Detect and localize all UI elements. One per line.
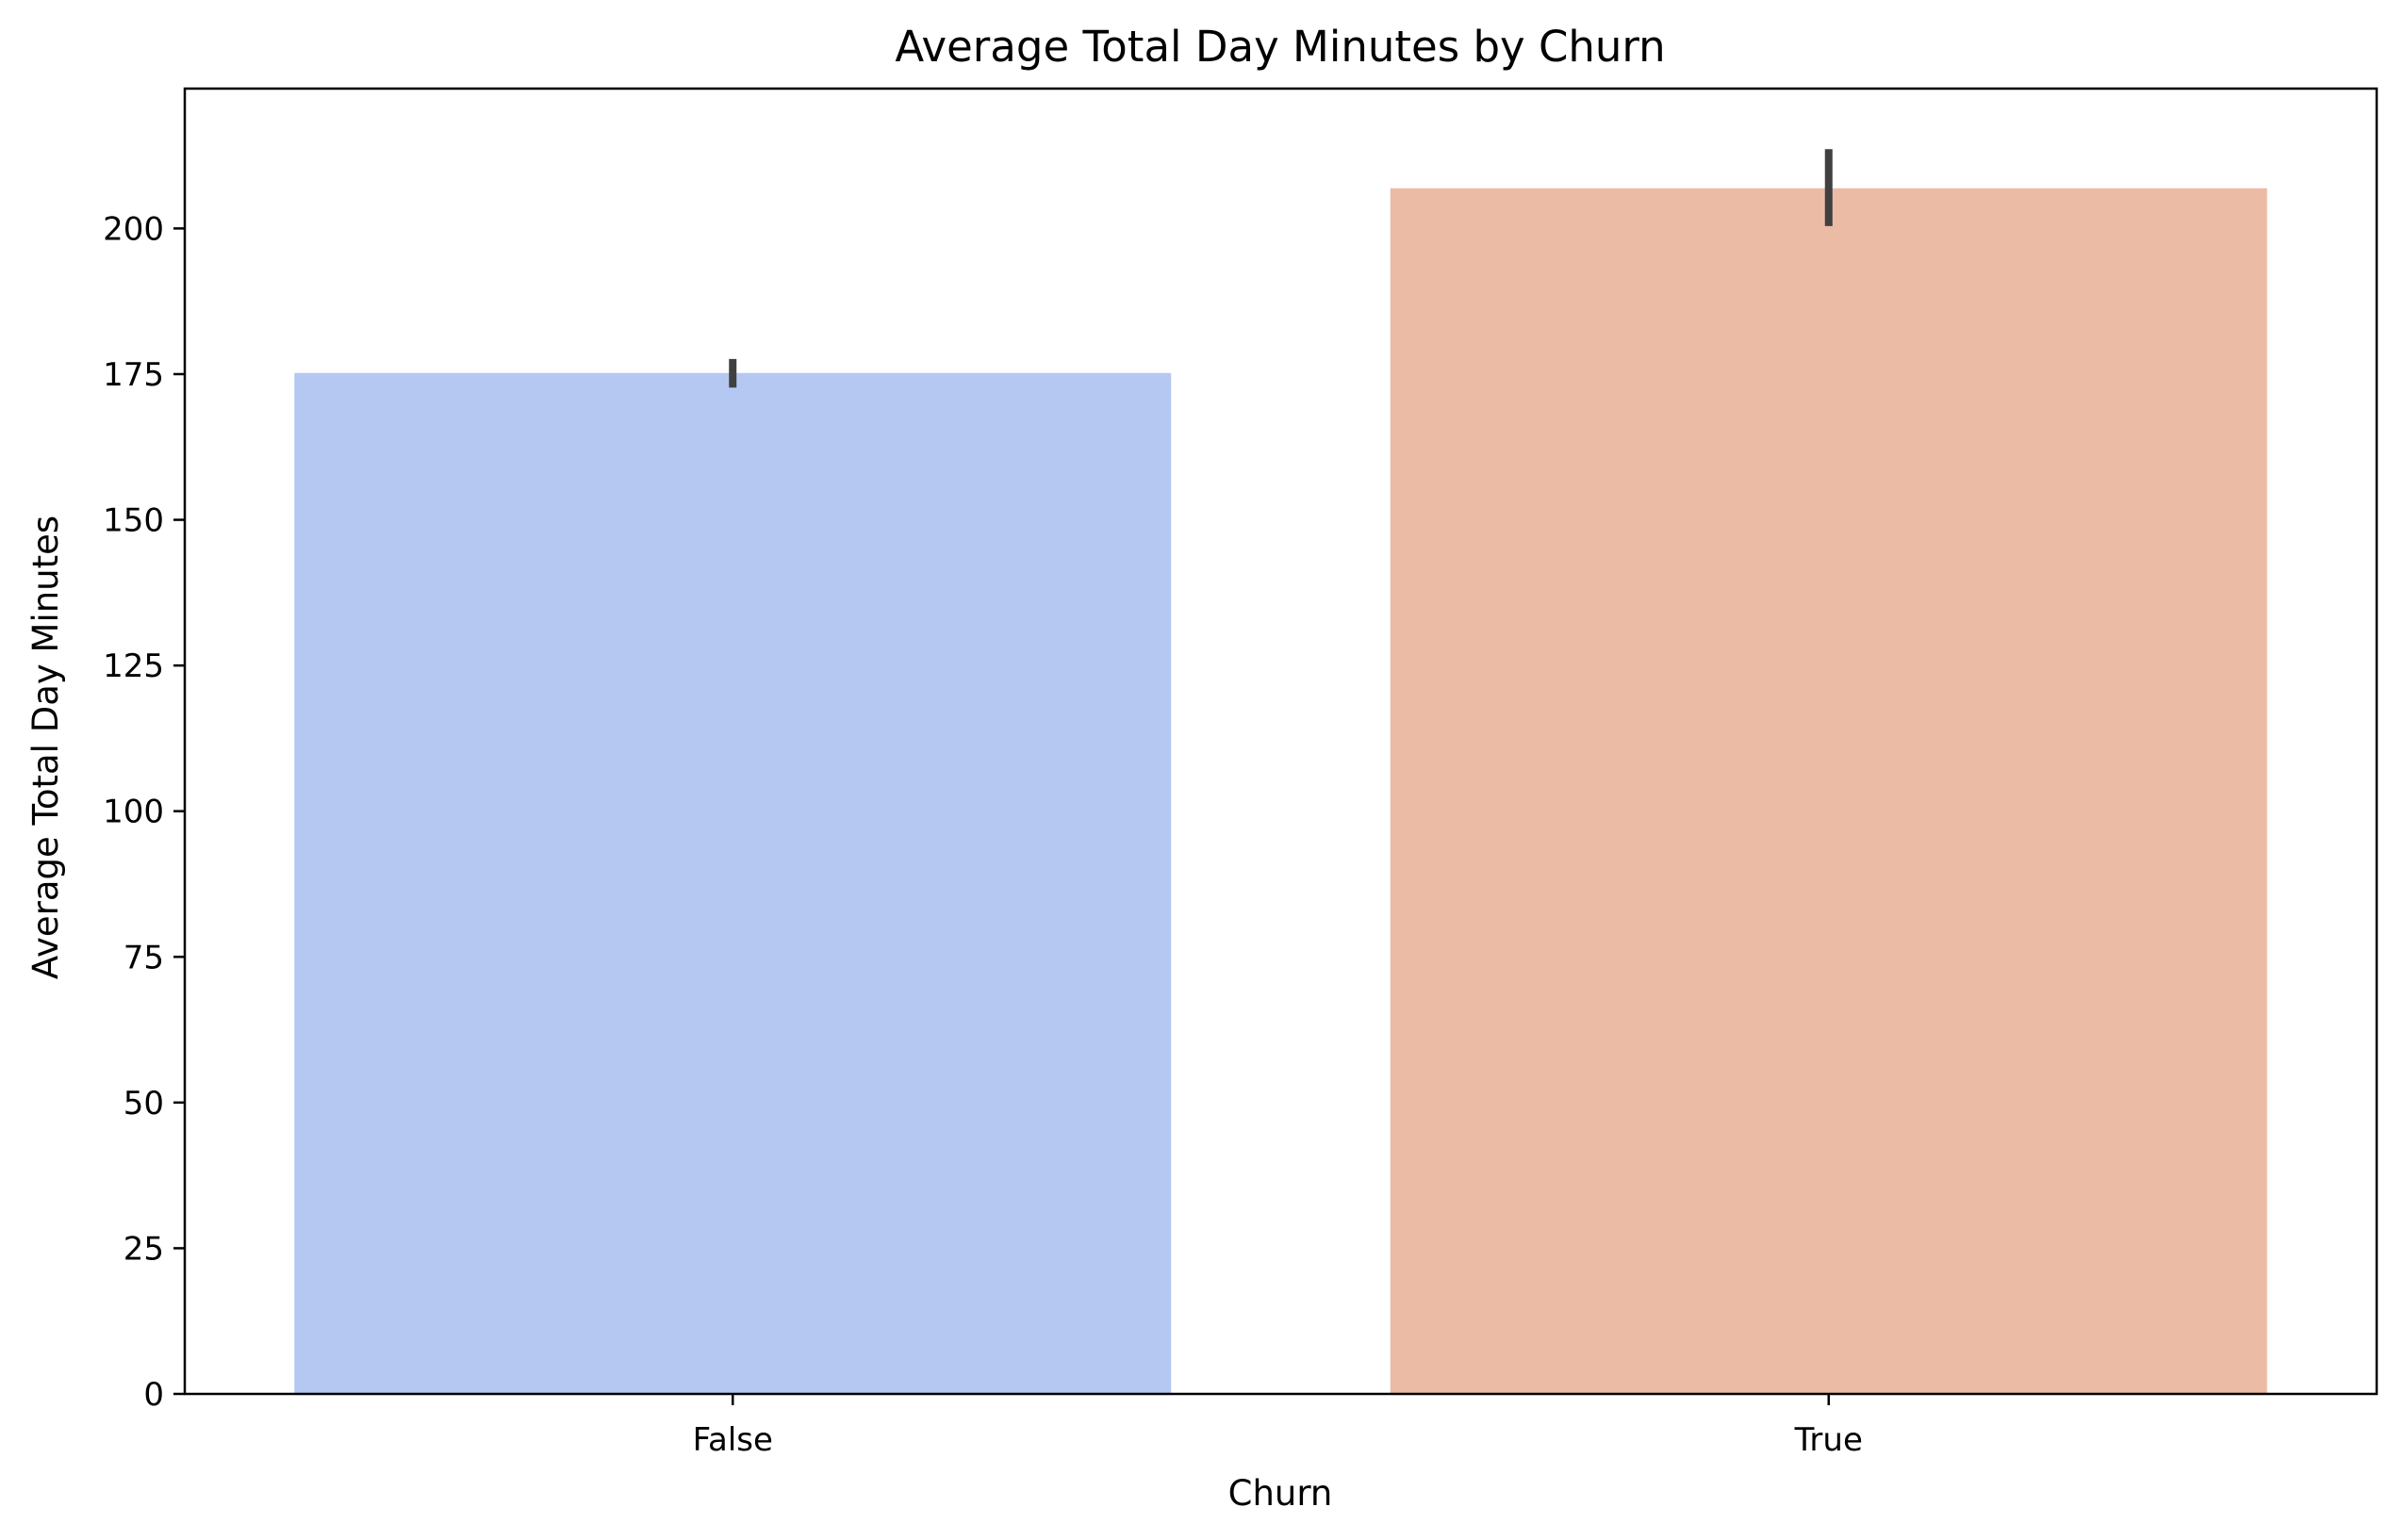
y-tick-label-0: 0 <box>143 1376 164 1414</box>
bar-true <box>1390 188 2267 1395</box>
y-axis-label: Average Total Day Minutes <box>25 516 66 979</box>
y-tick-label-200: 200 <box>103 210 164 248</box>
y-tick-label-25: 25 <box>123 1230 164 1268</box>
y-tick-label-150: 150 <box>103 502 164 540</box>
y-tick-label-100: 100 <box>103 794 164 831</box>
y-tick-label-175: 175 <box>103 356 164 394</box>
x-axis-label: Churn <box>1228 1473 1333 1514</box>
chart-title: Average Total Day Minutes by Churn <box>895 22 1665 72</box>
x-tick-label-true: True <box>1794 1421 1863 1459</box>
bar-false <box>294 372 1172 1394</box>
y-tick-label-75: 75 <box>123 939 164 976</box>
plot-area: 0 25 50 75 100 125 150 175 200 False True <box>103 87 2379 1459</box>
y-tick-label-50: 50 <box>123 1085 164 1122</box>
y-tick-label-125: 125 <box>103 647 164 685</box>
axes-frame <box>183 87 2379 1396</box>
x-tick-label-false: False <box>693 1421 773 1459</box>
